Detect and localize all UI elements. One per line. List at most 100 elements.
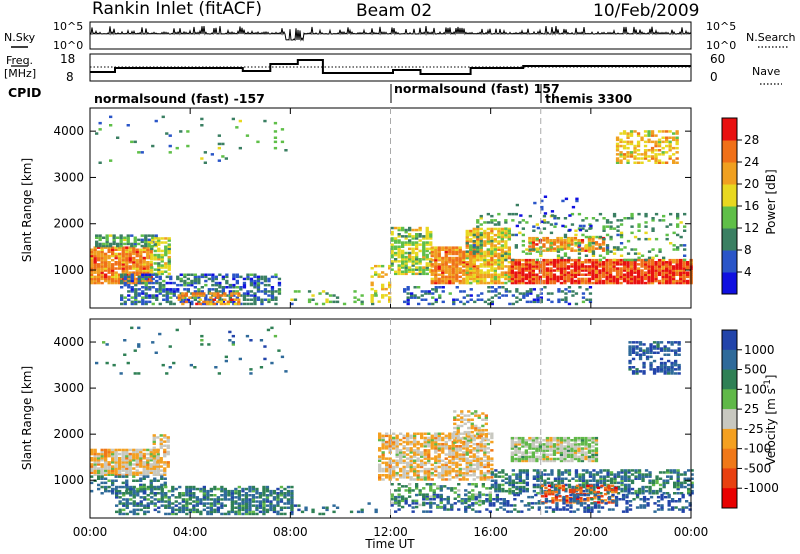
heatmap-cell (517, 273, 521, 276)
heatmap-cell (220, 506, 224, 509)
heatmap-cell (423, 469, 427, 473)
heatmap-cell (584, 281, 588, 285)
heatmap-cell (142, 483, 146, 487)
heatmap-cell (539, 292, 543, 295)
heatmap-cell (144, 275, 148, 279)
heatmap-cell (102, 242, 106, 246)
heatmap-cell (615, 157, 620, 160)
heatmap-cell (166, 436, 170, 439)
heatmap-cell (97, 457, 101, 460)
heatmap-cell (458, 263, 462, 266)
heatmap-cell (142, 448, 146, 452)
heatmap-cell (682, 263, 686, 266)
heatmap-cell (263, 119, 267, 123)
heatmap-cell (177, 294, 181, 297)
heatmap-cell (545, 261, 550, 264)
heatmap-cell (483, 263, 487, 266)
heatmap-cell (262, 508, 266, 512)
heatmap-cell (406, 298, 410, 301)
heatmap-cell (532, 225, 536, 228)
heatmap-cell (98, 128, 102, 131)
heatmap-cell (623, 489, 628, 493)
heatmap-cell (265, 489, 270, 493)
heatmap-cell (116, 244, 120, 248)
heatmap-cell (588, 244, 592, 247)
heatmap-cell (469, 436, 473, 440)
heatmap-cell (626, 153, 630, 156)
heatmap-cell (104, 459, 108, 462)
heatmap-cell (121, 485, 125, 489)
heatmap-cell (560, 481, 565, 485)
heatmap-cell (378, 459, 382, 462)
heatmap-cell (490, 471, 494, 474)
heatmap-cell (643, 153, 648, 156)
heatmap-cell (460, 418, 464, 421)
heatmap-cell (167, 489, 171, 493)
heatmap-cell (156, 461, 160, 464)
heatmap-cell (121, 261, 125, 264)
heatmap-cell (584, 229, 589, 232)
heatmap-cell (514, 233, 518, 237)
heatmap-cell (397, 268, 401, 271)
heatmap-cell (420, 298, 424, 301)
heatmap-cell (155, 298, 159, 301)
heatmap-cell (650, 132, 655, 135)
heatmap-cell (164, 270, 168, 273)
heatmap-cell (422, 241, 426, 244)
heatmap-cell (126, 361, 130, 365)
heatmap-cell (616, 229, 620, 232)
heatmap-cell (627, 489, 631, 493)
heatmap-cell (144, 238, 148, 242)
heatmap-cell (153, 237, 157, 240)
heatmap-cell (552, 281, 557, 285)
heatmap-cell (683, 229, 687, 232)
heatmap-cell (97, 483, 101, 487)
heatmap-cell (114, 454, 118, 458)
heatmap-cell (104, 265, 108, 268)
heatmap-cell (539, 471, 543, 474)
heatmap-cell (661, 275, 665, 279)
heatmap-cell (592, 475, 596, 478)
heatmap-cell (235, 286, 239, 289)
heatmap-cell (227, 512, 231, 516)
heatmap-cell (563, 235, 568, 239)
heatmap-cell (415, 233, 419, 236)
heatmap-cell (570, 236, 574, 240)
heatmap-cell (633, 146, 637, 150)
heatmap-cell (479, 459, 483, 462)
heatmap-cell (665, 136, 669, 139)
heatmap-cell (679, 269, 683, 272)
heatmap-cell (497, 292, 501, 295)
heatmap-cell (578, 479, 582, 482)
heatmap-cell (209, 506, 213, 509)
heatmap-cell (168, 144, 172, 148)
heatmap-cell (401, 251, 405, 255)
heatmap-cell (577, 244, 582, 247)
heatmap-cell (90, 459, 94, 462)
heatmap-cell (125, 483, 129, 487)
heatmap-cell (413, 294, 417, 297)
heatmap-cell (220, 502, 224, 505)
power-ylabel: Slant Range [km] (20, 158, 34, 262)
heatmap-cell (144, 283, 148, 287)
heatmap-cell (111, 457, 115, 460)
heatmap-cell (623, 469, 628, 472)
heatmap-cell (114, 261, 118, 264)
heatmap-cell (465, 246, 469, 249)
heatmap-cell (105, 361, 109, 365)
heatmap-cell (159, 473, 163, 476)
heatmap-cell (612, 265, 616, 268)
heatmap-cell (158, 286, 162, 289)
heatmap-cell (395, 445, 399, 448)
heatmap-cell (159, 442, 163, 445)
heatmap-cell (132, 485, 136, 489)
heatmap-cell (640, 254, 645, 257)
heatmap-cell (132, 473, 136, 476)
heatmap-cell (416, 469, 420, 473)
heatmap-cell (601, 263, 606, 266)
heatmap-cell (543, 195, 548, 198)
heatmap-cell (437, 449, 441, 452)
heatmap-cell (413, 455, 417, 458)
heatmap-cell (563, 217, 568, 220)
heatmap-cell (415, 241, 419, 244)
